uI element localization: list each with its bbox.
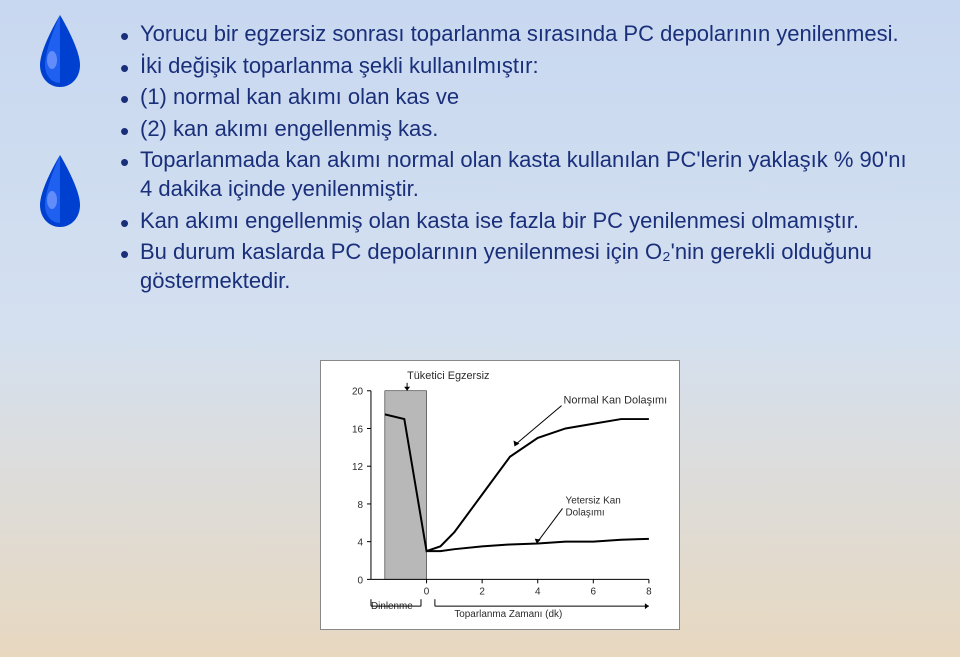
svg-text:Tüketici Egzersiz: Tüketici Egzersiz [407, 370, 489, 382]
svg-text:16: 16 [352, 424, 364, 435]
svg-text:Toparlanma Zamanı (dk): Toparlanma Zamanı (dk) [454, 609, 562, 620]
svg-text:0: 0 [358, 575, 364, 586]
bullet-list: Yorucu bir egzersiz sonrası toparlanma s… [120, 20, 920, 295]
water-drop-icon [30, 10, 90, 90]
svg-text:2: 2 [479, 586, 485, 597]
chart-svg: 0 4 8 12 16 20 0 2 4 6 8 Tüketici Egzersiz Normal Ka… [321, 361, 679, 629]
bullet-text: Kan akımı engellenmiş olan kasta ise faz… [120, 207, 920, 236]
bullet-text: Yorucu bir egzersiz sonrası toparlanma s… [120, 20, 920, 49]
svg-text:4: 4 [535, 586, 541, 597]
bullet-text: Bu durum kaslarda PC depolarının yenilen… [120, 238, 920, 295]
svg-text:8: 8 [646, 586, 652, 597]
water-drop-icon [30, 150, 90, 230]
svg-text:20: 20 [352, 387, 364, 398]
svg-text:4: 4 [358, 538, 364, 549]
svg-text:Normal Kan Dolaşımı: Normal Kan Dolaşımı [564, 395, 668, 407]
bullet-text: (1) normal kan akımı olan kas ve [120, 83, 920, 112]
bullet-text: İki değişik toparlanma şekli kullanılmış… [120, 52, 920, 81]
content-area: Yorucu bir egzersiz sonrası toparlanma s… [120, 20, 920, 298]
recovery-chart: 0 4 8 12 16 20 0 2 4 6 8 Tüketici Egzersiz Normal Ka… [320, 360, 680, 630]
svg-text:0: 0 [424, 586, 430, 597]
bullet-text: Toparlanmada kan akımı normal olan kasta… [120, 146, 920, 203]
svg-text:Yetersiz Kan: Yetersiz Kan [566, 495, 621, 506]
svg-text:8: 8 [358, 500, 364, 511]
svg-text:6: 6 [591, 586, 597, 597]
bullet-text: (2) kan akımı engellenmiş kas. [120, 115, 920, 144]
svg-text:12: 12 [352, 462, 364, 473]
svg-text:Dolaşımı: Dolaşımı [566, 507, 605, 518]
